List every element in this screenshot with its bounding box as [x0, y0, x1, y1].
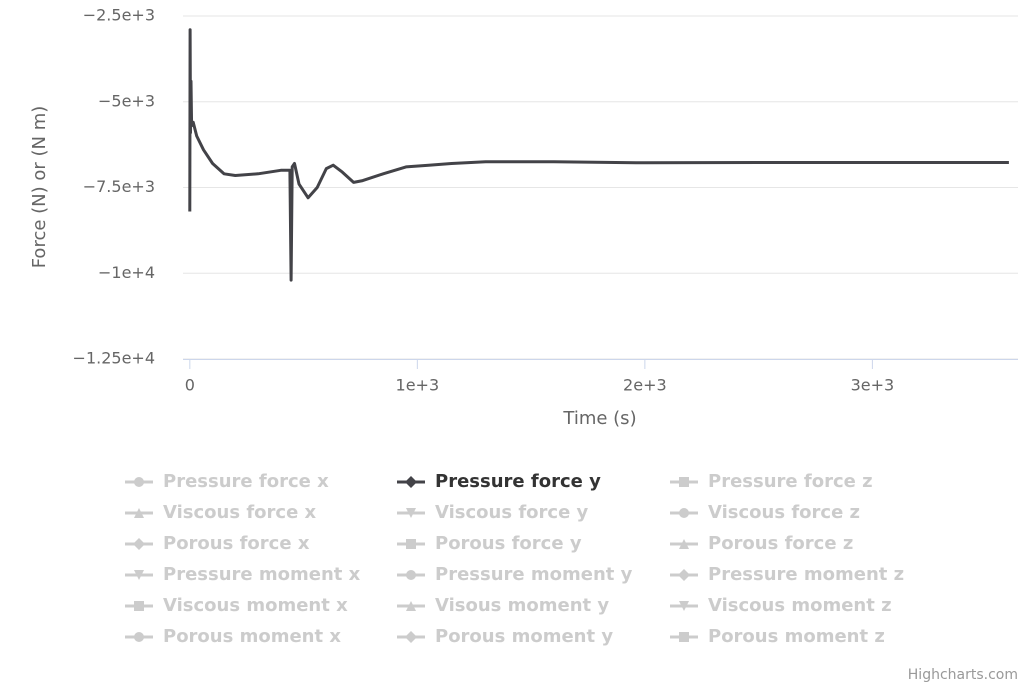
legend-label: Pressure force y [435, 471, 601, 492]
legend-item[interactable]: Viscous force y [397, 502, 589, 523]
legend-marker [134, 601, 144, 611]
y-tick-label: −1e+4 [98, 263, 155, 282]
legend-label: Viscous force z [708, 502, 860, 523]
x-tick-label: 0 [185, 376, 195, 395]
legend-item[interactable]: Pressure moment y [397, 564, 633, 585]
legend-label: Porous moment x [163, 626, 341, 647]
legend-label: Viscous moment x [163, 595, 348, 616]
legend-item[interactable]: Pressure force x [125, 471, 329, 492]
legend-label: Porous moment y [435, 626, 613, 647]
legend-item[interactable]: Viscous force z [670, 502, 860, 523]
legend-marker [679, 539, 689, 549]
legend-marker [406, 508, 416, 518]
y-axis-title: Force (N) or (N m) [29, 106, 50, 269]
legend-item[interactable]: Viscous force x [125, 502, 317, 523]
legend-label: Pressure moment y [435, 564, 633, 585]
legend-item[interactable]: Pressure moment x [125, 564, 361, 585]
legend-item[interactable]: Porous force z [670, 533, 853, 554]
legend-item[interactable]: Porous moment x [125, 626, 341, 647]
legend-marker [133, 538, 145, 550]
legend: Pressure force x Pressure force y Pressure… [125, 471, 904, 647]
legend-item[interactable]: Visous moment y [397, 595, 609, 616]
legend-marker [134, 570, 144, 580]
x-tick-label: 1e+3 [396, 376, 440, 395]
credits[interactable]: Highcharts.com [908, 667, 1018, 683]
legend-item[interactable]: Porous moment y [397, 626, 613, 647]
legend-marker [406, 570, 416, 580]
legend-marker [134, 477, 144, 487]
legend-marker [679, 632, 689, 642]
legend-item[interactable]: Porous force y [397, 533, 582, 554]
legend-item[interactable]: Viscous moment x [125, 595, 348, 616]
legend-marker [134, 632, 144, 642]
legend-label: Porous moment z [708, 626, 885, 647]
legend-marker [679, 508, 689, 518]
legend-item[interactable]: Pressure moment z [670, 564, 904, 585]
legend-marker [679, 477, 689, 487]
x-tick-label: 2e+3 [623, 376, 667, 395]
y-tick-label: −1.25e+4 [73, 349, 155, 368]
legend-marker [406, 601, 416, 611]
legend-label: Viscous force y [435, 502, 589, 523]
y-tick-label: −2.5e+3 [83, 6, 155, 25]
x-tick-label: 3e+3 [851, 376, 895, 395]
legend-marker [405, 631, 417, 643]
legend-label: Pressure moment z [708, 564, 904, 585]
legend-marker [406, 539, 416, 549]
legend-item[interactable]: Porous moment z [670, 626, 885, 647]
legend-marker [405, 476, 417, 488]
legend-label: Pressure force z [708, 471, 873, 492]
y-tick-label: −5e+3 [98, 91, 155, 110]
x-axis-title: Time (s) [562, 408, 636, 429]
legend-label: Pressure moment x [163, 564, 361, 585]
series-line [188, 28, 1009, 282]
legend-marker [679, 601, 689, 611]
legend-marker [678, 569, 690, 581]
legend-item[interactable]: Pressure force y [397, 471, 601, 492]
legend-item[interactable]: Porous force x [125, 533, 310, 554]
legend-label: Porous force x [163, 533, 310, 554]
legend-marker [134, 508, 144, 518]
legend-label: Pressure force x [163, 471, 329, 492]
legend-label: Viscous force x [163, 502, 317, 523]
legend-label: Viscous moment z [708, 595, 892, 616]
legend-label: Porous force z [708, 533, 853, 554]
legend-item[interactable]: Viscous moment z [670, 595, 892, 616]
legend-item[interactable]: Pressure force z [670, 471, 873, 492]
legend-label: Visous moment y [435, 595, 609, 616]
y-tick-label: −7.5e+3 [83, 177, 155, 196]
legend-label: Porous force y [435, 533, 582, 554]
